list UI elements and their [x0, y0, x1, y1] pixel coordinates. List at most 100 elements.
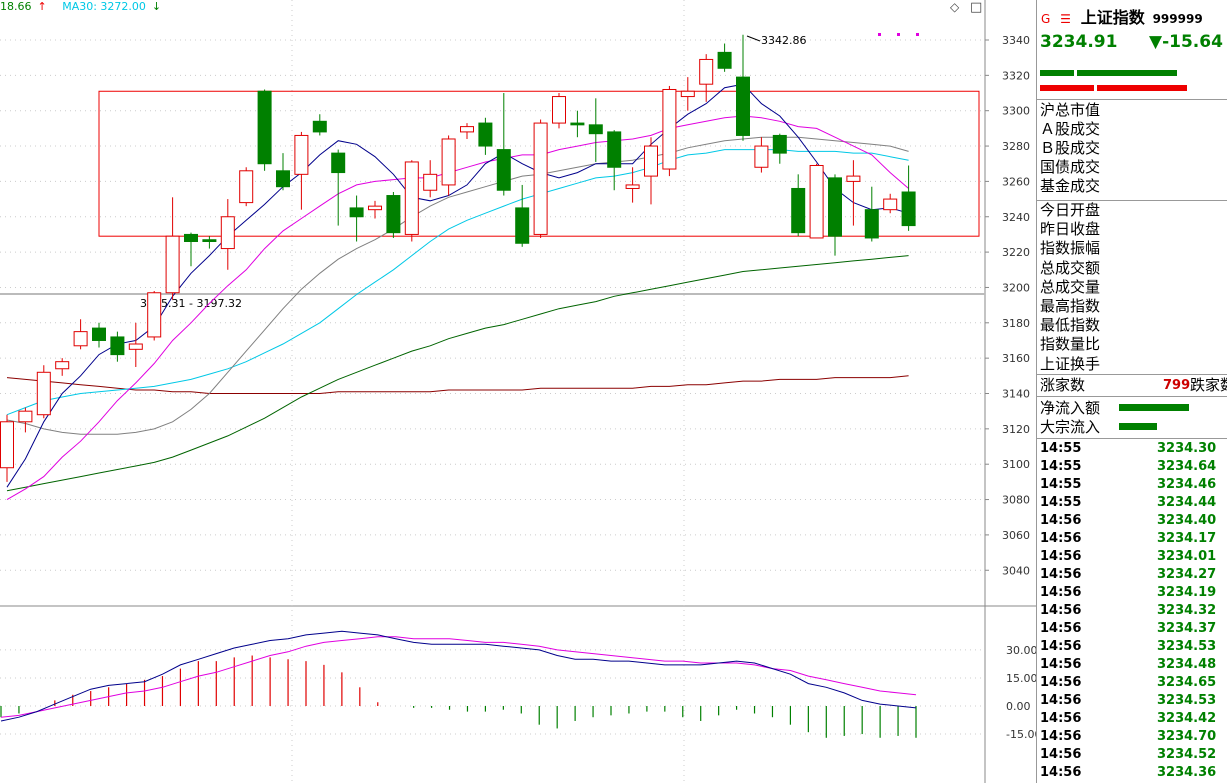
candle-body: [110, 336, 125, 356]
candle-body: [864, 209, 879, 239]
stat-label: 总成交额: [1040, 258, 1101, 277]
stat-label: 上证换手: [1040, 354, 1101, 373]
candle-body: [607, 131, 622, 168]
menu-icon[interactable]: ☰: [1060, 12, 1071, 26]
tick-time: 14:56: [1040, 603, 1082, 618]
tick-row: 14:56 3234.70: [1037, 729, 1227, 747]
tick-time: 14:56: [1040, 567, 1082, 582]
stat-label: 总成交量: [1040, 277, 1101, 296]
volume-bar-green-1: [1040, 70, 1074, 76]
tick-row: 14:55 3234.64: [1037, 459, 1227, 477]
range-box: [98, 90, 980, 237]
ma60-line: [6, 255, 909, 492]
current-price: 3234.91: [1040, 32, 1118, 52]
candle-body: [588, 124, 603, 135]
tick-price: 3234.19: [1157, 585, 1217, 600]
candle-body: [294, 134, 309, 175]
stat-label: 指数振幅: [1040, 239, 1101, 258]
decliners-label: 跌家数: [1190, 376, 1227, 394]
candle-body: [276, 170, 290, 188]
tick-row: 14:56 3234.42: [1037, 711, 1227, 729]
candle-body: [478, 122, 493, 147]
candle-body: [220, 216, 235, 250]
tick-row: 14:56 3234.32: [1037, 603, 1227, 621]
tick-time: 14:56: [1040, 693, 1082, 708]
candle-body: [736, 76, 750, 136]
tick-row: 14:56 3234.17: [1037, 531, 1227, 549]
y-tick-label: 3200: [1002, 281, 1030, 294]
tick-price: 3234.30: [1157, 441, 1217, 456]
candle-body: [92, 327, 106, 341]
stat-label: 沪总市值: [1040, 101, 1101, 119]
ma-legend: 18.66 ↑ MA30: 3272.00 ↓: [0, 0, 173, 13]
tick-price: 3234.32: [1157, 603, 1217, 618]
tick-price: 3234.70: [1157, 729, 1217, 744]
tick-time: 14:56: [1040, 639, 1082, 654]
candle-body: [515, 207, 530, 244]
kline-chart-pane[interactable]: 3340 3320 3300 3280 3260 3240 3220 3200 3180 3160…: [0, 0, 1036, 783]
candle-body: [128, 343, 143, 350]
candle-body: [644, 145, 658, 177]
volume-bar-red-2: [1097, 85, 1187, 91]
g-icon[interactable]: G: [1041, 12, 1051, 26]
candle-body: [570, 122, 585, 126]
candle-body: [460, 126, 474, 133]
tick-price: 3234.27: [1157, 567, 1217, 582]
kline-chart[interactable]: 3340 3320 3300 3280 3260 3240 3220 3200 3180 3160…: [0, 0, 1036, 783]
tick-price: 3234.40: [1157, 513, 1217, 528]
advancers-value: 799: [1163, 378, 1191, 393]
tick-price: 3234.42: [1157, 711, 1217, 726]
candle-body: [809, 164, 824, 239]
tick-time: 14:56: [1040, 675, 1082, 690]
candle-body: [496, 149, 511, 191]
y-tick-label: 3240: [1002, 211, 1030, 224]
tick-price: 3234.52: [1157, 747, 1217, 762]
tick-price: 3234.17: [1157, 531, 1217, 546]
diamond-icon[interactable]: ◇: [950, 0, 960, 14]
candle-body: [165, 235, 180, 294]
y-tick-label: 3140: [1002, 388, 1030, 401]
high-annotation-pointer: [746, 35, 761, 42]
candle-body: [772, 134, 787, 154]
tick-price: 3234.44: [1157, 495, 1217, 510]
ma20-line: [6, 136, 909, 435]
stat-label: Ａ股成交: [1040, 120, 1101, 138]
candle-body: [901, 191, 916, 227]
tick-row: 14:56 3234.53: [1037, 693, 1227, 711]
y-tick-label: 3100: [1002, 458, 1030, 471]
tick-time: 14:56: [1040, 513, 1082, 528]
window-toggle-icon[interactable]: □: [970, 0, 983, 15]
tick-time: 14:55: [1040, 495, 1082, 510]
tick-time: 14:56: [1040, 585, 1082, 600]
candle-body: [257, 90, 272, 165]
y-tick-label: 3260: [1002, 175, 1030, 188]
tick-price: 3234.53: [1157, 693, 1217, 708]
tick-row: 14:56 3234.65: [1037, 675, 1227, 693]
candle-body: [202, 239, 217, 242]
candle-body: [699, 58, 714, 85]
tick-time: 14:55: [1040, 477, 1082, 492]
tick-row: 14:55 3234.44: [1037, 495, 1227, 513]
macd-tick-label: 30.00: [1006, 644, 1036, 657]
divider: [1037, 200, 1227, 201]
stat-label: 今日开盘: [1040, 201, 1101, 219]
signal-dot: [897, 33, 900, 36]
ma120-line: [6, 375, 909, 394]
stat-label: 昨日收盘: [1040, 220, 1101, 239]
tick-time: 14:56: [1040, 747, 1082, 762]
tick-price: 3234.64: [1157, 459, 1217, 474]
dea-line: [0, 636, 917, 718]
tick-row: 14:55 3234.30: [1037, 441, 1227, 459]
tick-price: 3234.46: [1157, 477, 1217, 492]
block-inflow-bar: [1119, 423, 1157, 430]
y-tick-label: 3280: [1002, 140, 1030, 153]
divider: [1037, 438, 1227, 439]
candle-body: [18, 410, 33, 423]
y-tick-label: 3120: [1002, 423, 1030, 436]
candle-body: [386, 195, 401, 234]
signal-dot: [878, 33, 881, 36]
candle-body: [828, 177, 842, 237]
tick-price: 3234.65: [1157, 675, 1217, 690]
macd-tick-label: -15.00: [1006, 728, 1036, 741]
net-inflow-label: 净流入额: [1040, 399, 1101, 417]
